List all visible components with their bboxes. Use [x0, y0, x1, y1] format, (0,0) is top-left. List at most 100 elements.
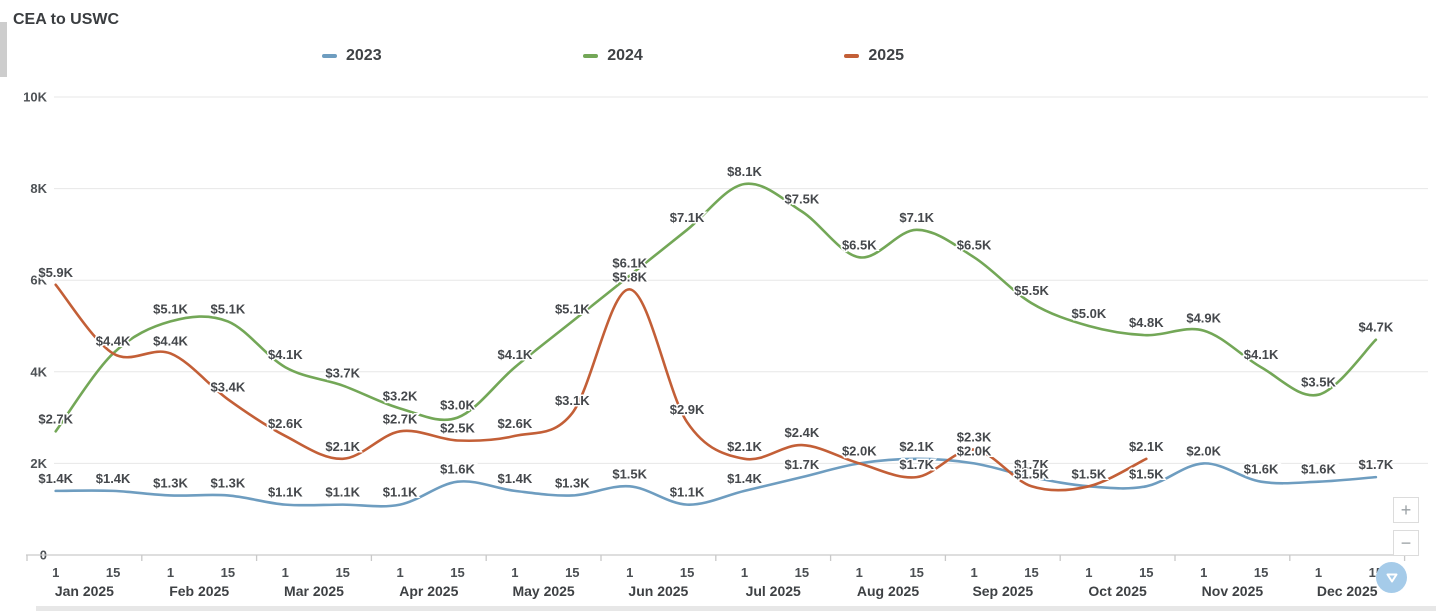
legend-item-2023[interactable]: 2023: [322, 47, 382, 65]
legend-label: 2024: [607, 47, 643, 64]
x-axis-day-label: 1: [52, 565, 59, 580]
legend-label: 2023: [346, 47, 382, 64]
point-label-2024: $5.1K: [153, 301, 188, 316]
point-label-2025: $1.5K: [1072, 466, 1107, 481]
x-axis-month-label: Oct 2025: [1088, 583, 1147, 599]
x-axis-month-label: Sep 2025: [972, 583, 1033, 599]
point-label-2023: $2.0K: [957, 443, 992, 458]
point-label-2025: $3.1K: [555, 393, 590, 408]
point-label-2024: $5.0K: [1072, 306, 1107, 321]
x-axis-month-label: May 2025: [512, 583, 574, 599]
x-axis-month-label: Nov 2025: [1202, 583, 1264, 599]
x-axis-day-label: 1: [626, 565, 633, 580]
point-label-2024: $2.7K: [38, 411, 73, 426]
point-label-2024: $7.5K: [785, 192, 820, 207]
legend-item-2025[interactable]: 2025: [844, 47, 904, 65]
point-label-2024: $3.7K: [325, 366, 360, 381]
legend-label: 2025: [868, 47, 904, 64]
x-axis-day-label: 15: [221, 565, 235, 580]
point-label-2024: $3.0K: [440, 398, 475, 413]
x-axis-day-label: 15: [795, 565, 809, 580]
point-label-2025: $5.8K: [612, 269, 647, 284]
point-label-2024: $4.1K: [498, 347, 533, 362]
point-label-2024: $5.1K: [211, 301, 246, 316]
point-label-2024: $4.8K: [1129, 315, 1164, 330]
x-axis-day-label: 15: [450, 565, 464, 580]
point-label-2023: $1.4K: [38, 471, 73, 486]
x-axis-month-label: Dec 2025: [1317, 583, 1378, 599]
x-axis-day-label: 15: [565, 565, 579, 580]
point-label-2024: $4.7K: [1359, 320, 1394, 335]
point-label-2025: $2.4K: [785, 425, 820, 440]
x-axis-month-label: Jun 2025: [628, 583, 688, 599]
point-label-2025: $2.1K: [1129, 439, 1164, 454]
point-label-2024: $3.2K: [383, 388, 418, 403]
legend-marker-icon: [583, 54, 599, 58]
point-label-2023: $1.4K: [727, 471, 762, 486]
point-label-2023: $1.6K: [1301, 462, 1336, 477]
x-axis-month-label: Jul 2025: [746, 583, 801, 599]
point-label-2023: $1.1K: [325, 485, 360, 500]
x-axis-day-label: 1: [1315, 565, 1322, 580]
x-axis-day-label: 15: [106, 565, 120, 580]
zoom-out-button[interactable]: −: [1393, 530, 1419, 556]
point-label-2025: $2.3K: [957, 430, 992, 445]
point-label-2024: $3.5K: [1301, 375, 1336, 390]
legend-marker-icon: [322, 54, 337, 58]
series-line-2024[interactable]: [54, 182, 1378, 433]
point-label-2023: $1.4K: [96, 471, 131, 486]
x-axis-day-label: 1: [396, 565, 403, 580]
x-axis-day-label: 15: [1254, 565, 1268, 580]
x-axis-day-label: 15: [1024, 565, 1038, 580]
point-label-2023: $1.7K: [785, 457, 820, 472]
scroll-down-button[interactable]: [1376, 562, 1407, 593]
point-label-2024: $6.5K: [842, 237, 877, 252]
zoom-in-button[interactable]: +: [1393, 497, 1419, 523]
point-label-2025: $2.6K: [498, 416, 533, 431]
point-label-2023: $1.5K: [1129, 466, 1164, 481]
point-label-2025: $2.1K: [727, 439, 762, 454]
point-label-2025: $2.5K: [440, 421, 475, 436]
y-axis-label: 4K: [30, 364, 47, 379]
x-axis-month-label: Jan 2025: [55, 583, 114, 599]
point-label-2023: $1.4K: [498, 471, 533, 486]
point-label-2024: $4.1K: [1244, 347, 1279, 362]
x-axis-day-label: 1: [167, 565, 174, 580]
point-label-2023: $2.0K: [1186, 443, 1221, 458]
legend-item-2024[interactable]: 2024: [583, 47, 643, 65]
point-label-2023: $1.3K: [211, 475, 246, 490]
point-label-2023: $1.1K: [383, 485, 418, 500]
point-label-2023: $1.3K: [555, 475, 590, 490]
point-label-2025: $5.9K: [38, 265, 73, 280]
point-label-2023: $1.7K: [1359, 457, 1394, 472]
point-label-2024: $5.1K: [555, 301, 590, 316]
x-axis-day-label: 1: [282, 565, 289, 580]
series-line-2023[interactable]: [54, 457, 1378, 508]
left-edge-strip: [0, 22, 7, 77]
point-label-2023: $1.6K: [440, 462, 475, 477]
minus-icon: −: [1400, 533, 1412, 553]
point-label-2024: $4.4K: [96, 333, 131, 348]
point-label-2025: $2.6K: [268, 416, 303, 431]
point-label-2024: $7.1K: [899, 210, 934, 225]
x-axis-day-label: 15: [1139, 565, 1153, 580]
x-axis-day-label: 1: [741, 565, 748, 580]
x-axis-day-label: 1: [1200, 565, 1207, 580]
legend: 2023 2024 2025: [322, 47, 904, 65]
point-label-2025: $2.0K: [842, 443, 877, 458]
x-axis-month-label: Apr 2025: [399, 583, 458, 599]
point-label-2025: $4.4K: [153, 333, 188, 348]
y-axis-label: 10K: [23, 90, 47, 105]
x-axis-month-label: Feb 2025: [169, 583, 229, 599]
point-label-2025: $2.7K: [383, 411, 418, 426]
y-axis-label: 8K: [30, 181, 47, 196]
series-line-2025[interactable]: [54, 283, 1148, 492]
point-label-2025: $1.5K: [1014, 466, 1049, 481]
point-label-2023: $1.1K: [268, 485, 303, 500]
chart-title: CEA to USWC: [13, 11, 120, 28]
plus-icon: +: [1400, 500, 1412, 520]
x-axis-day-label: 15: [335, 565, 349, 580]
point-label-2024: $8.1K: [727, 164, 762, 179]
